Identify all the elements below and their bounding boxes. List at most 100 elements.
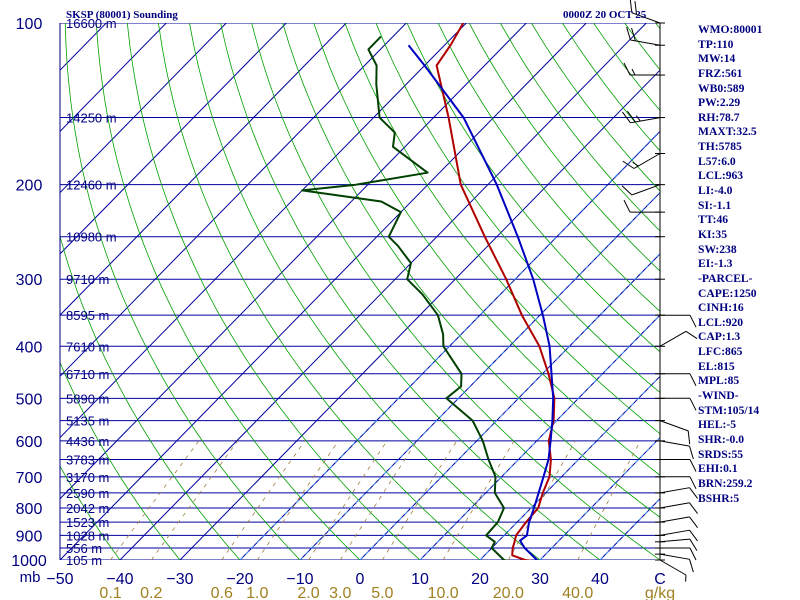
mixing-ratio-line xyxy=(442,440,515,560)
isotherm xyxy=(479,375,660,560)
temperature-tick-label: −10 xyxy=(286,571,313,588)
wind-barb xyxy=(660,547,697,561)
moist-adiabat xyxy=(239,130,660,560)
pressure-tick-label: 100 xyxy=(16,16,43,33)
dry-adiabat xyxy=(406,23,660,353)
temperature-tick-label: −20 xyxy=(226,571,253,588)
wind-barb-flag xyxy=(685,330,698,340)
wind-barb-flag xyxy=(634,1,638,15)
wind-barb-flag xyxy=(689,459,697,472)
wind-barb-shaft xyxy=(659,529,690,536)
pressure-tick-label: 200 xyxy=(16,178,43,195)
mixing-ratio-tick-label: 40.0 xyxy=(562,585,593,600)
wind-barb xyxy=(659,559,687,582)
chart-title: SKSP (80001) Sounding xyxy=(66,9,178,21)
height-label: 2590 m xyxy=(66,486,109,501)
wind-barb-flag xyxy=(689,373,697,387)
pressure-tick-label: 400 xyxy=(16,339,43,356)
wind-barb-flag xyxy=(623,62,631,76)
dewpoint-trace xyxy=(301,35,509,560)
wind-barb xyxy=(660,373,697,387)
wind-barb xyxy=(659,420,691,445)
index-item: MAXT:32.5 xyxy=(698,125,757,139)
index-item: CAPE:1250 xyxy=(698,286,757,300)
isotherm xyxy=(119,23,647,560)
wind-barb xyxy=(629,0,661,24)
height-label: 12460 m xyxy=(66,178,117,193)
pressure-tick-label: 700 xyxy=(16,470,43,487)
wind-barb xyxy=(659,516,698,528)
pressure-tick-label: 600 xyxy=(16,434,43,451)
mixing-ratio-tick-label: 10.0 xyxy=(428,585,459,600)
mixing-ratio-line xyxy=(256,440,339,560)
isotherm xyxy=(359,253,660,560)
pressure-tick-label: 900 xyxy=(16,528,43,545)
wind-barb-shaft xyxy=(659,440,690,447)
wind-barb-flag xyxy=(626,26,631,41)
pressure-tick-label: 500 xyxy=(16,391,43,408)
index-item: EHI:0.1 xyxy=(698,462,738,476)
index-item: EL:815 xyxy=(698,359,735,373)
height-label: 9710 m xyxy=(66,272,109,287)
dry-adiabat xyxy=(313,23,660,476)
mixing-ratio-tick-label: 5.0 xyxy=(371,585,393,600)
mixing-ratio-tick-label: 2.0 xyxy=(297,585,319,600)
wind-barb xyxy=(626,26,661,46)
wind-barb-shaft xyxy=(631,12,661,24)
height-label: 5890 m xyxy=(66,391,109,406)
wind-barb-shaft xyxy=(631,184,661,196)
height-label: 556 m xyxy=(66,541,102,556)
wind-barb-shaft xyxy=(659,502,690,509)
wind-barb xyxy=(623,62,660,76)
index-item: -PARCEL- xyxy=(698,271,753,285)
wind-barb-half-flag xyxy=(685,574,687,582)
grid-lines xyxy=(60,23,660,560)
wind-barb-flag xyxy=(622,111,631,124)
index-item: RH:78.7 xyxy=(698,110,740,124)
dry-adiabat xyxy=(282,23,660,518)
mixing-ratio-line xyxy=(339,440,418,560)
moist-adiabat xyxy=(299,191,660,560)
index-item: LFC:865 xyxy=(698,345,743,359)
wind-barb-flag xyxy=(626,110,636,123)
moist-adiabat xyxy=(479,375,660,560)
mixing-ratio-line xyxy=(381,440,458,560)
wind-barb-flag xyxy=(689,314,697,328)
index-item: LCL:963 xyxy=(698,169,744,183)
wind-barb-shaft xyxy=(630,39,661,46)
index-item: BSHR:5 xyxy=(698,491,740,505)
wind-barb xyxy=(659,553,694,573)
index-item: L57:6.0 xyxy=(698,154,736,168)
dry-adiabat xyxy=(375,23,660,394)
pressure-tick-label: 800 xyxy=(16,501,43,518)
wind-barb xyxy=(660,459,697,472)
temperature-unit-label: C xyxy=(654,571,666,588)
height-label: 10980 m xyxy=(66,230,117,245)
wind-barb-flag xyxy=(689,516,698,528)
temperature-tick-label: −50 xyxy=(46,571,73,588)
plot-background xyxy=(60,23,660,560)
wind-barb xyxy=(660,314,697,328)
height-label: 16600 m xyxy=(66,16,117,31)
isotherm xyxy=(239,130,660,560)
dry-adiabat xyxy=(189,23,541,560)
pressure-tick-label: 300 xyxy=(16,272,43,289)
wind-barb-flag xyxy=(631,27,636,42)
parcel-trace xyxy=(407,44,555,560)
wind-barb-shaft xyxy=(659,330,687,347)
index-item: FRZ:561 xyxy=(698,66,743,80)
wind-barb-shaft xyxy=(659,516,690,523)
isotherm xyxy=(60,23,227,194)
isotherm xyxy=(179,69,660,560)
index-item: TP:110 xyxy=(698,37,734,51)
wind-barb xyxy=(621,184,661,196)
wind-barb-flag xyxy=(689,538,698,551)
wind-barb xyxy=(622,110,661,124)
wind-barb-flag xyxy=(689,476,697,490)
temperature-tick-label: 0 xyxy=(356,571,365,588)
isotherm xyxy=(60,23,347,316)
height-label: 7610 m xyxy=(66,339,109,354)
dry-adiabat xyxy=(95,23,361,560)
wind-barb-flag xyxy=(622,160,635,169)
